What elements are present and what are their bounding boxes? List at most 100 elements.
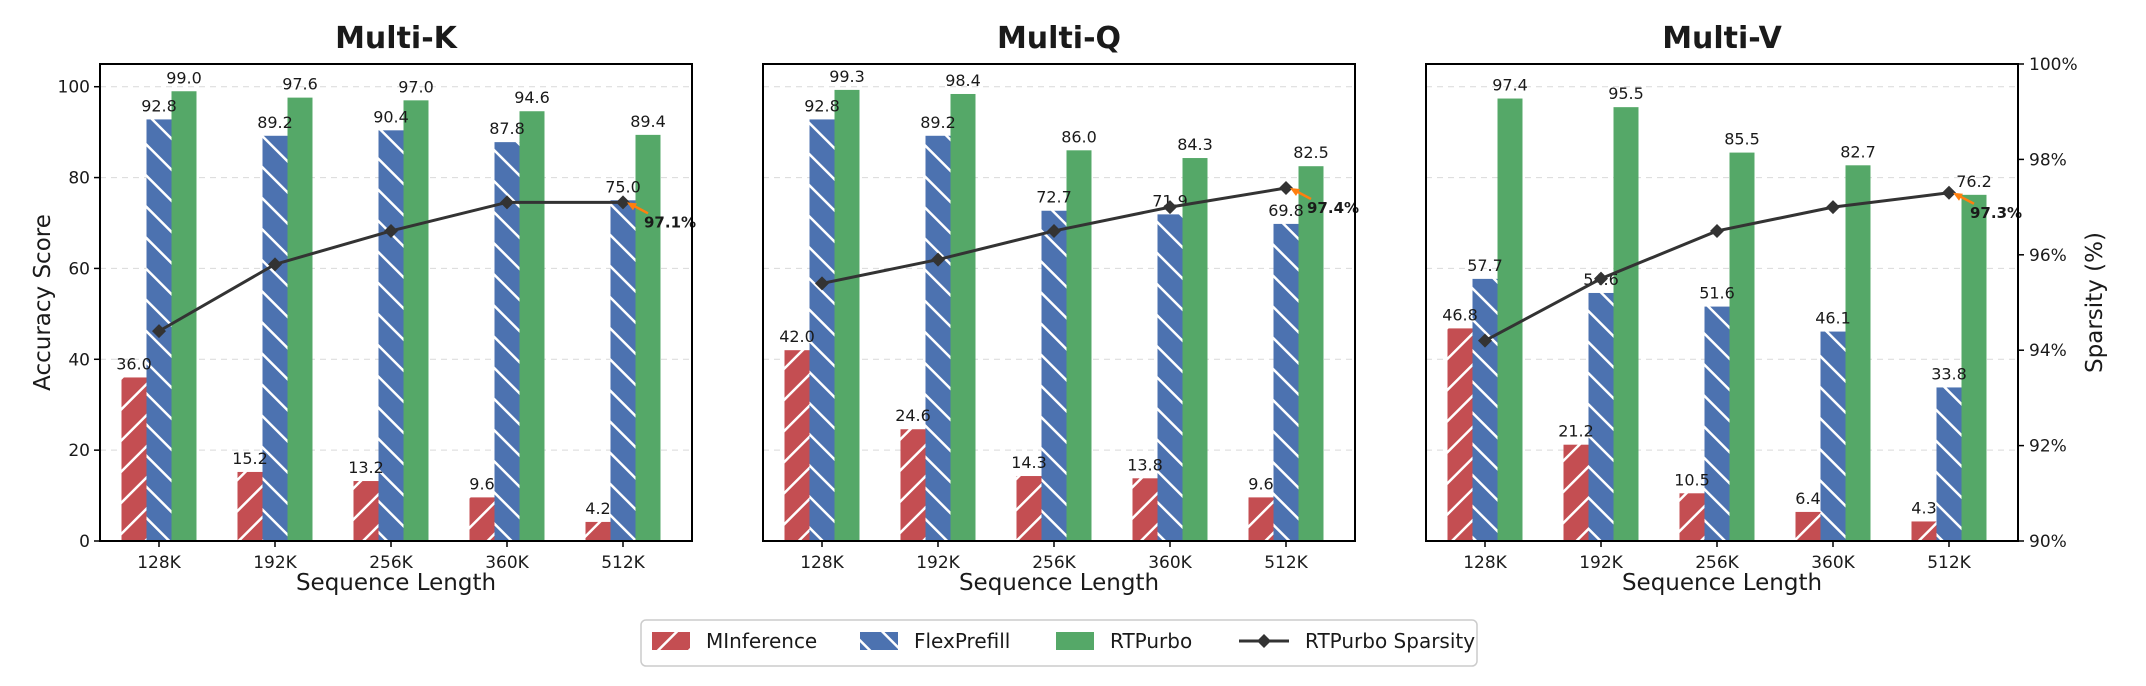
bar-minference	[1248, 497, 1274, 541]
bar-rtpurbo	[1845, 165, 1871, 541]
data-label-minference: 4.3	[1911, 498, 1936, 517]
panel-title: Multi-K	[335, 21, 459, 56]
y2-tick-label: 94%	[2029, 341, 2067, 361]
data-label-flexprefill: 87.8	[489, 119, 525, 138]
sparsity-point	[1594, 271, 1608, 286]
legend-swatch-rtpurbo	[1056, 632, 1094, 650]
bar-rtpurbo	[1961, 194, 1987, 541]
data-label-rtpurbo: 98.4	[945, 71, 981, 90]
bar-flexprefill	[610, 200, 636, 542]
data-label-minference: 9.6	[1248, 474, 1273, 493]
data-label-rtpurbo: 99.3	[829, 67, 865, 86]
bar-minference	[121, 377, 147, 541]
x-tick-label: 360K	[485, 553, 529, 573]
x-tick-label: 192K	[253, 553, 297, 573]
data-label-rtpurbo: 99.0	[166, 68, 202, 87]
bar-minference	[353, 481, 379, 541]
panel-multi-q: 42.024.614.313.89.692.889.272.771.969.89…	[762, 21, 1359, 596]
sparsity-point	[152, 324, 166, 339]
panel-multi-v: 46.821.210.56.44.357.754.651.646.133.897…	[1425, 21, 2108, 596]
data-label-minference: 21.2	[1558, 422, 1594, 441]
x-tick-label: 256K	[1032, 553, 1076, 573]
data-label-rtpurbo: 82.5	[1293, 143, 1329, 162]
sparsity-point	[815, 276, 829, 291]
bar-flexprefill	[1588, 292, 1614, 541]
y2-axis-label: Sparsity (%)	[2082, 232, 2108, 373]
bar-minference	[784, 350, 810, 541]
data-label-rtpurbo: 84.3	[1177, 135, 1213, 154]
data-label-minference: 36.0	[116, 354, 152, 373]
y-tick-label: 60	[68, 259, 90, 279]
bar-flexprefill	[1704, 306, 1730, 541]
plot-frame	[99, 63, 693, 542]
sparsity-point	[1478, 333, 1492, 348]
bar-minference	[1911, 521, 1937, 541]
annotation-arrowhead	[1290, 188, 1300, 197]
bar-flexprefill	[1273, 223, 1299, 541]
sparsity-annotation: 97.3%	[1970, 204, 2022, 222]
data-label-minference: 46.8	[1442, 305, 1478, 324]
y2-tick-label: 92%	[2029, 437, 2067, 457]
data-label-minference: 15.2	[232, 449, 268, 468]
bar-minference	[1132, 478, 1158, 541]
sparsity-point	[384, 223, 398, 238]
bar-flexprefill	[809, 119, 835, 542]
y-tick-label: 100	[58, 78, 90, 98]
data-label-minference: 6.4	[1795, 489, 1820, 508]
x-tick-label: 256K	[1695, 553, 1739, 573]
sparsity-point	[1942, 185, 1956, 200]
data-label-rtpurbo: 85.5	[1724, 130, 1760, 149]
x-tick-label: 128K	[137, 553, 181, 573]
y-tick-label: 80	[68, 169, 90, 189]
bar-rtpurbo	[403, 100, 429, 541]
data-label-rtpurbo: 82.7	[1840, 142, 1876, 161]
x-axis-label: Sequence Length	[1622, 570, 1822, 596]
data-label-flexprefill: 92.8	[141, 96, 177, 115]
bar-rtpurbo	[1613, 107, 1639, 542]
data-label-minference: 13.8	[1127, 455, 1163, 474]
data-label-minference: 14.3	[1011, 453, 1047, 472]
bar-rtpurbo	[1182, 158, 1208, 541]
y-tick-label: 20	[68, 441, 90, 461]
bar-minference	[1016, 476, 1042, 541]
data-label-flexprefill: 89.2	[257, 113, 293, 132]
bar-flexprefill	[1041, 210, 1067, 541]
y-tick-label: 0	[79, 532, 90, 552]
sparsity-point	[931, 252, 945, 267]
data-label-flexprefill: 72.7	[1036, 188, 1072, 207]
bar-rtpurbo	[635, 134, 661, 541]
y2-tick-label: 100%	[2029, 55, 2078, 75]
bar-rtpurbo	[1066, 150, 1092, 542]
bar-rtpurbo	[1497, 98, 1523, 542]
y2-tick-label: 90%	[2029, 532, 2067, 552]
bar-minference	[900, 429, 926, 541]
x-tick-label: 360K	[1148, 553, 1192, 573]
plot-frame	[1425, 63, 2019, 542]
bar-minference	[585, 521, 611, 541]
data-label-minference: 24.6	[895, 406, 931, 425]
bar-minference	[469, 497, 495, 541]
data-label-rtpurbo: 86.0	[1061, 127, 1097, 146]
data-label-minference: 4.2	[585, 499, 610, 518]
bar-flexprefill	[378, 130, 404, 541]
sparsity-annotation: 97.1%	[644, 213, 696, 231]
chart-legend: MInference FlexPrefill RTPurbo RTPurbo Spar…	[640, 619, 1478, 667]
legend-swatch-minference	[652, 632, 690, 650]
data-label-flexprefill: 33.8	[1931, 364, 1967, 383]
bar-rtpurbo	[1298, 166, 1324, 541]
x-axis-label: Sequence Length	[959, 570, 1159, 596]
data-label-rtpurbo: 76.2	[1956, 172, 1992, 191]
data-label-rtpurbo: 97.4	[1492, 76, 1528, 95]
data-label-minference: 10.5	[1674, 470, 1710, 489]
panel-title: Multi-Q	[997, 21, 1121, 56]
x-axis-label: Sequence Length	[296, 570, 496, 596]
data-label-flexprefill: 92.8	[804, 96, 840, 115]
x-tick-label: 256K	[369, 553, 413, 573]
y2-tick-label: 98%	[2029, 150, 2067, 170]
bar-rtpurbo	[287, 97, 313, 542]
data-label-minference: 13.2	[348, 458, 384, 477]
data-label-rtpurbo: 94.6	[514, 88, 550, 107]
sparsity-point	[1710, 223, 1724, 238]
sparsity-annotation: 97.4%	[1307, 199, 1359, 217]
legend-swatch-flexprefill	[860, 632, 898, 650]
